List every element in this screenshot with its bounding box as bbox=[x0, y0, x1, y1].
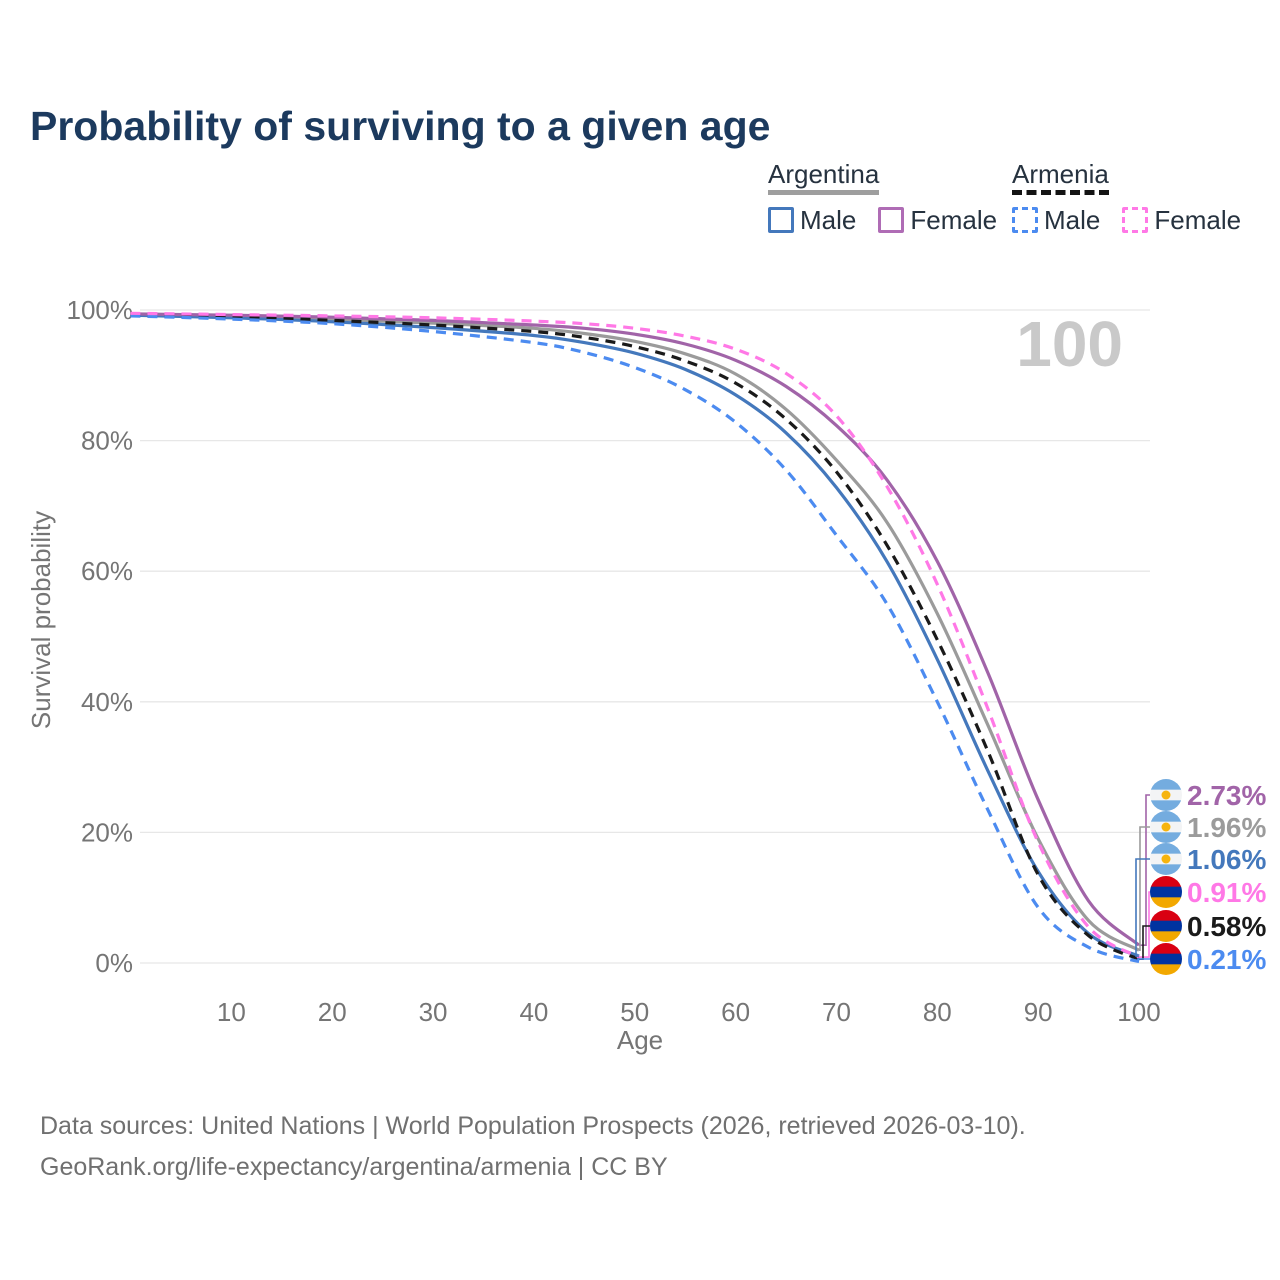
argentina-flag-icon bbox=[1150, 811, 1182, 843]
end-label-argentina-male: 1.06% bbox=[1187, 844, 1266, 875]
curve-armenia-total[interactable] bbox=[130, 313, 1140, 961]
legend-item-armenia-male[interactable]: Male bbox=[1012, 205, 1100, 235]
end-label-connector-argentina-total bbox=[1139, 826, 1150, 951]
argentina-flag-icon bbox=[1150, 843, 1182, 875]
end-label-argentina-total: 1.96% bbox=[1187, 812, 1266, 843]
x-tick-label: 100 bbox=[1117, 997, 1160, 1027]
x-axis-title: Age bbox=[617, 1025, 663, 1055]
y-tick-label: 60% bbox=[81, 556, 133, 586]
x-tick-label: 70 bbox=[822, 997, 851, 1027]
x-tick-label: 30 bbox=[419, 997, 448, 1027]
argentina-flag-icon bbox=[1150, 779, 1182, 811]
x-tick-label: 80 bbox=[923, 997, 952, 1027]
chart-footer: Data sources: United Nations | World Pop… bbox=[40, 1106, 1026, 1188]
x-tick-label: 20 bbox=[318, 997, 347, 1027]
legend-country-label-argentina: Argentina bbox=[768, 160, 880, 195]
legend-group-argentina: Argentina Male Female bbox=[768, 160, 997, 235]
y-tick-label: 40% bbox=[81, 687, 133, 717]
y-tick-label: 20% bbox=[81, 817, 133, 847]
chart-title: Probability of surviving to a given age bbox=[30, 103, 771, 150]
legend-item-armenia-female[interactable]: Female bbox=[1122, 205, 1241, 235]
armenia-flag-icon bbox=[1150, 943, 1182, 975]
legend-swatch-argentina-male bbox=[768, 207, 794, 233]
end-label-connector-armenia-female bbox=[1139, 891, 1150, 958]
legend-item-label: Male bbox=[800, 205, 857, 235]
legend-swatch-armenia-female bbox=[1122, 207, 1149, 233]
legend-item-argentina-male[interactable]: Male bbox=[768, 205, 856, 235]
x-tick-label: 10 bbox=[217, 997, 246, 1027]
legend-row-armenia: Male Female bbox=[1012, 205, 1241, 235]
legend-group-armenia: Armenia Male Female bbox=[1012, 160, 1241, 235]
age-watermark: 100 bbox=[1016, 308, 1123, 380]
curve-armenia-female[interactable] bbox=[130, 311, 1140, 959]
x-tick-label: 50 bbox=[620, 997, 649, 1027]
legend-item-label: Female bbox=[1154, 205, 1242, 235]
curve-argentina-female[interactable] bbox=[130, 312, 1141, 947]
y-tick-label: 0% bbox=[95, 948, 133, 978]
legend-country-label-armenia: Armenia bbox=[1012, 160, 1109, 195]
footer-attribution-link: GeoRank.org/life-expectancy/argentina/ar… bbox=[40, 1153, 668, 1181]
curve-argentina-total[interactable] bbox=[130, 313, 1140, 952]
y-axis-title: Survival probability bbox=[26, 511, 56, 729]
legend-row-argentina: Male Female bbox=[768, 205, 997, 235]
end-label-connector-armenia-male bbox=[1137, 958, 1150, 963]
legend-swatch-argentina-female bbox=[878, 207, 905, 233]
curve-armenia-male[interactable] bbox=[130, 314, 1140, 964]
end-label-armenia-total: 0.58% bbox=[1187, 911, 1266, 942]
end-label-connector-argentina-male bbox=[1135, 858, 1150, 957]
x-tick-label: 60 bbox=[721, 997, 750, 1027]
end-label-armenia-female: 0.91% bbox=[1187, 877, 1266, 908]
legend-item-label: Male bbox=[1044, 205, 1101, 235]
legend-item-argentina-female[interactable]: Female bbox=[878, 205, 997, 235]
x-tick-label: 40 bbox=[519, 997, 548, 1027]
y-tick-label: 100% bbox=[67, 295, 134, 325]
legend-swatch-armenia-male bbox=[1012, 207, 1038, 233]
footer-data-sources: Data sources: United Nations | World Pop… bbox=[40, 1112, 1026, 1140]
curve-argentina-male[interactable] bbox=[130, 313, 1140, 958]
armenia-flag-icon bbox=[1150, 910, 1182, 942]
legend-item-label: Female bbox=[910, 205, 998, 235]
end-label-armenia-male: 0.21% bbox=[1187, 944, 1266, 975]
x-tick-label: 90 bbox=[1024, 997, 1053, 1027]
armenia-flag-icon bbox=[1150, 876, 1182, 908]
end-label-argentina-female: 2.73% bbox=[1187, 780, 1266, 811]
y-tick-label: 80% bbox=[81, 426, 133, 456]
legend: Argentina Male Female Armenia Male bbox=[0, 160, 1280, 250]
